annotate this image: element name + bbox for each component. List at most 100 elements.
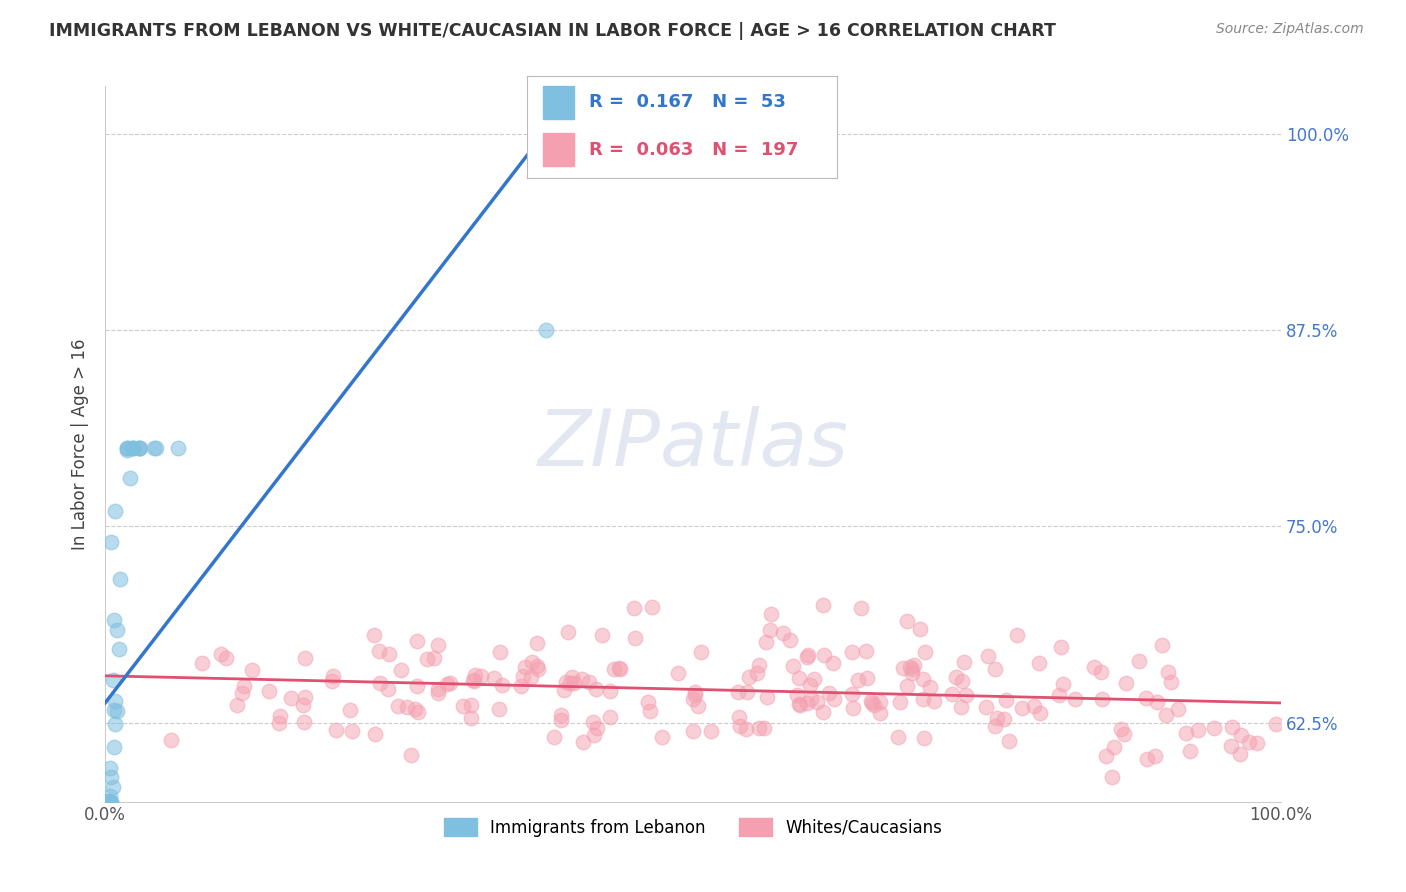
Point: [1246, 735, 1268, 749]
Point: [439, 676, 461, 690]
Point: [368, 643, 391, 657]
Point: [526, 636, 548, 650]
Point: [118, 471, 141, 485]
Point: [94, 795, 117, 809]
Point: [339, 703, 361, 717]
Point: [950, 673, 973, 688]
Point: [591, 628, 613, 642]
Point: [754, 722, 776, 736]
Point: [395, 700, 418, 714]
Point: [491, 678, 513, 692]
Point: [986, 710, 1008, 724]
Point: [98, 795, 121, 809]
Point: [107, 642, 129, 657]
Point: [103, 613, 125, 627]
Point: [685, 688, 707, 702]
Point: [101, 673, 124, 687]
Point: [856, 671, 879, 685]
Point: [534, 323, 557, 337]
Point: [896, 679, 918, 693]
Point: [953, 655, 976, 669]
Point: [554, 674, 576, 689]
Point: [903, 658, 925, 673]
Point: [637, 695, 659, 709]
Point: [1050, 640, 1073, 654]
Point: [1024, 698, 1046, 713]
Point: [651, 730, 673, 744]
Point: [406, 634, 429, 648]
Point: [98, 795, 121, 809]
Point: [787, 697, 810, 711]
Point: [1265, 716, 1288, 731]
Point: [683, 685, 706, 699]
Point: [513, 660, 536, 674]
Text: R =  0.167   N =  53: R = 0.167 N = 53: [589, 94, 786, 112]
Point: [363, 726, 385, 740]
Point: [562, 675, 585, 690]
Point: [842, 701, 865, 715]
Point: [800, 692, 823, 706]
Point: [797, 648, 820, 662]
Point: [1011, 701, 1033, 715]
Point: [512, 669, 534, 683]
Point: [997, 734, 1019, 748]
Point: [806, 695, 828, 709]
Point: [1178, 744, 1201, 758]
Point: [470, 669, 492, 683]
Point: [603, 662, 626, 676]
Point: [97, 795, 120, 809]
Point: [1083, 660, 1105, 674]
Point: [1128, 654, 1150, 668]
Point: [325, 723, 347, 737]
Point: [143, 441, 166, 455]
Point: [292, 714, 315, 729]
Point: [121, 441, 143, 455]
Point: [257, 683, 280, 698]
Point: [849, 600, 872, 615]
Point: [609, 661, 631, 675]
Point: [240, 663, 263, 677]
Point: [98, 789, 121, 803]
Point: [226, 698, 249, 712]
Point: [98, 761, 121, 775]
Point: [748, 658, 770, 673]
Point: [406, 705, 429, 719]
Point: [416, 651, 439, 665]
Point: [949, 700, 972, 714]
Point: [122, 441, 145, 455]
Point: [1115, 676, 1137, 690]
Point: [94, 795, 117, 809]
Point: [1237, 735, 1260, 749]
Point: [974, 700, 997, 714]
Point: [941, 687, 963, 701]
Point: [128, 441, 150, 455]
Point: [94, 795, 117, 809]
Point: [796, 649, 818, 664]
Point: [786, 689, 808, 703]
Point: [811, 598, 834, 612]
Point: [1101, 770, 1123, 784]
Point: [900, 665, 922, 680]
Point: [526, 659, 548, 673]
Point: [682, 724, 704, 739]
Point: [898, 660, 921, 674]
Point: [129, 441, 152, 455]
Point: [599, 710, 621, 724]
Point: [912, 692, 935, 706]
Point: [1152, 638, 1174, 652]
Point: [869, 706, 891, 720]
Point: [1143, 749, 1166, 764]
Point: [463, 673, 485, 688]
Text: R =  0.063   N =  197: R = 0.063 N = 197: [589, 141, 799, 159]
Point: [728, 710, 751, 724]
Point: [994, 692, 1017, 706]
Point: [1095, 748, 1118, 763]
Point: [855, 644, 877, 658]
Point: [460, 698, 482, 712]
Point: [1063, 692, 1085, 706]
Point: [215, 651, 238, 665]
Point: [389, 663, 412, 677]
Point: [955, 688, 977, 702]
Point: [945, 671, 967, 685]
Point: [1175, 726, 1198, 740]
